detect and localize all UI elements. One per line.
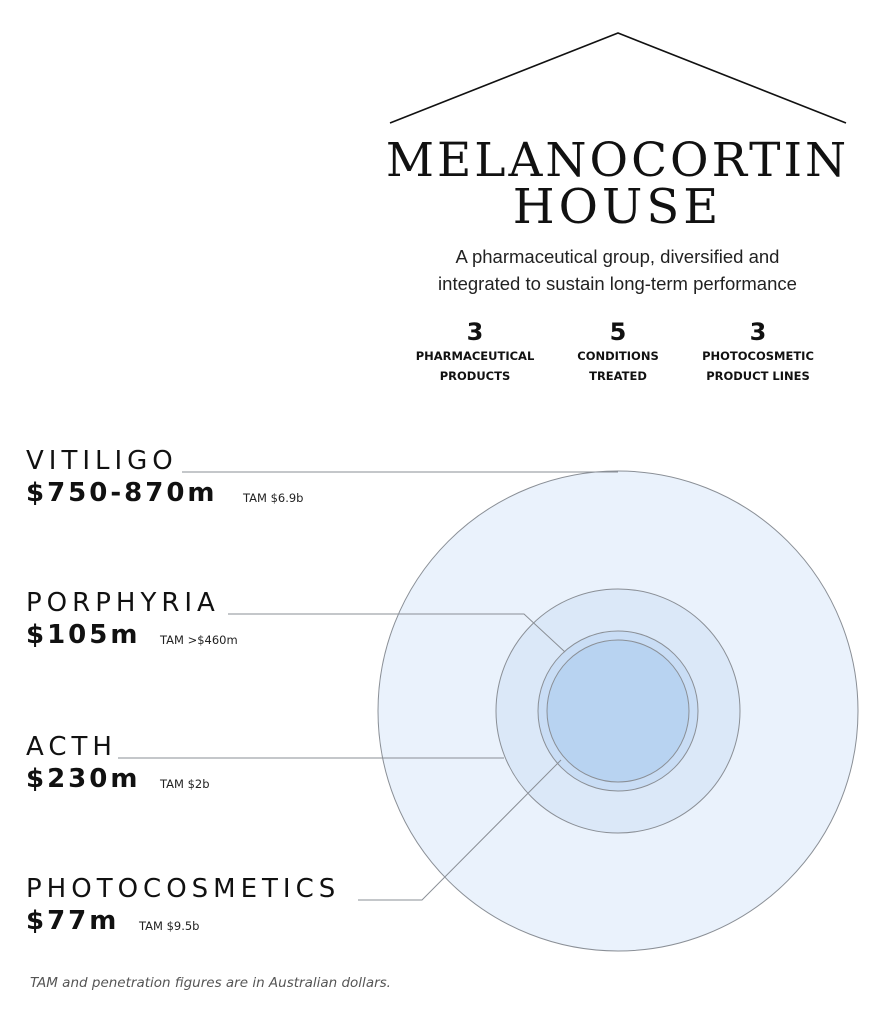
condition-tam-acth: TAM $2b (160, 777, 210, 791)
page-title-line2: HOUSE (512, 179, 723, 235)
condition-value-porphyria: $105m (26, 620, 141, 650)
condition-value-acth: $230m (26, 764, 141, 794)
leader-line-porphyria (228, 613, 566, 653)
footnote: TAM and penetration figures are in Austr… (30, 975, 391, 991)
condition-value-vitiligo: $750-870m (26, 478, 218, 508)
stat-label-line2: PRODUCT LINES (706, 369, 810, 383)
roof-icon (389, 32, 847, 124)
stat-label-line1: CONDITIONS (577, 349, 659, 363)
condition-tam-photocosmetics: TAM $9.5b (139, 919, 200, 933)
stat-label-line2: TREATED (589, 369, 647, 383)
stat-number: 5 (609, 318, 627, 346)
condition-name-porphyria: PORPHYRIA (26, 588, 220, 618)
subtitle-line1: A pharmaceutical group, diversified and (455, 246, 780, 267)
page-title-line1: MELANOCORTIN (385, 133, 850, 188)
stat-photocosmetic-product-lines: 3 PHOTOCOSMETIC PRODUCT LINES (683, 318, 833, 386)
leader-line-photocosmetics (358, 759, 562, 901)
condition-name-photocosmetics: PHOTOCOSMETICS (26, 874, 341, 904)
stat-number: 3 (466, 318, 484, 346)
condition-name-vitiligo: VITILIGO (26, 446, 178, 476)
stat-number: 3 (749, 318, 767, 346)
condition-tam-vitiligo: TAM $6.9b (243, 491, 304, 505)
condition-tam-porphyria: TAM >$460m (160, 633, 238, 647)
subtitle-line2: integrated to sustain long-term performa… (438, 273, 797, 294)
stat-pharmaceutical-products: 3 PHARMACEUTICAL PRODUCTS (400, 318, 550, 386)
stat-conditions-treated: 5 CONDITIONS TREATED (543, 318, 693, 386)
stat-label-line1: PHOTOCOSMETIC (702, 349, 814, 363)
condition-value-photocosmetics: $77m (26, 906, 120, 936)
condition-name-acth: ACTH (26, 732, 117, 762)
stat-label-line2: PRODUCTS (439, 369, 511, 383)
stat-label-line1: PHARMACEUTICAL (415, 349, 535, 363)
circle-photocosmetics (546, 639, 690, 783)
